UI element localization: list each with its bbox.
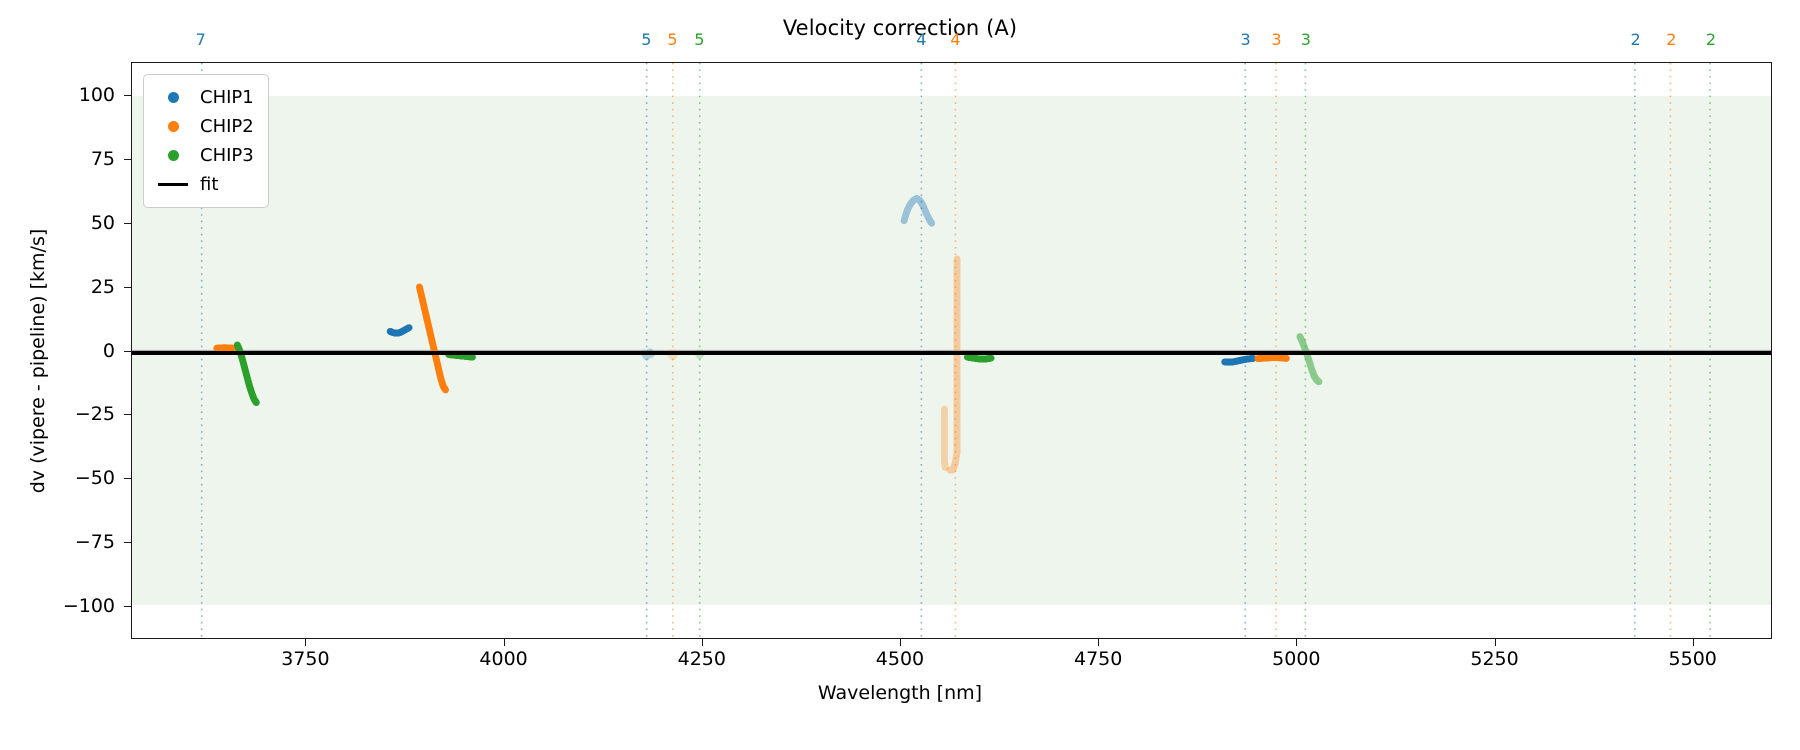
- x-tick-label: 4500: [875, 648, 925, 670]
- y-tick-label: −50: [74, 467, 115, 490]
- data-segment-chip2-5: [1254, 354, 1290, 363]
- legend-dot-icon: [154, 150, 192, 161]
- x-tick-label: 4750: [1073, 648, 1123, 670]
- x-tick-label: 4250: [677, 648, 726, 670]
- x-tick-label: 5000: [1272, 648, 1321, 670]
- y-tick-mark: [124, 478, 131, 480]
- x-tick-mark: [1692, 639, 1694, 646]
- y-tick-label: −75: [74, 530, 115, 553]
- x-tick-mark: [899, 639, 901, 646]
- x-tick-mark: [305, 639, 307, 646]
- legend-label: fit: [200, 174, 219, 195]
- order-number-label: 4: [950, 30, 961, 49]
- order-number-label: 3: [1300, 30, 1311, 49]
- order-number-label: 7: [195, 30, 206, 49]
- order-number-label: 5: [641, 30, 652, 49]
- data-segment-chip2-1: [416, 283, 449, 394]
- x-tick-mark: [701, 639, 703, 646]
- x-axis-label: Wavelength [nm]: [817, 682, 983, 704]
- y-tick-label: −100: [62, 594, 115, 617]
- legend-item-chip3[interactable]: CHIP3: [154, 141, 254, 170]
- y-tick-mark: [124, 286, 131, 288]
- data-segment-chip3-0: [233, 341, 260, 407]
- y-tick-mark: [124, 350, 131, 352]
- data-segment-chip1-2: [900, 194, 936, 227]
- y-tick-label: −25: [74, 403, 115, 426]
- legend-item-chip1[interactable]: CHIP1: [154, 83, 254, 112]
- y-tick-label: 50: [90, 211, 115, 234]
- page-title: Velocity correction (A): [782, 16, 1018, 40]
- order-number-label: 3: [1271, 30, 1282, 49]
- data-segment-chip2-0: [213, 344, 240, 352]
- x-tick-mark: [1494, 639, 1496, 646]
- legend-label: CHIP3: [200, 145, 254, 166]
- order-number-label: 5: [667, 30, 678, 49]
- plot-axes: [131, 62, 1772, 639]
- data-segment-chip3-3: [963, 353, 995, 363]
- x-tick-label: 4000: [479, 648, 528, 670]
- order-number-label: 2: [1705, 30, 1717, 49]
- x-tick-mark: [1296, 639, 1298, 646]
- legend-label: CHIP2: [200, 116, 254, 137]
- y-tick-label: 0: [102, 339, 115, 362]
- legend-item-chip2[interactable]: CHIP2: [154, 112, 254, 141]
- x-tick-mark: [503, 639, 505, 646]
- y-tick-mark: [124, 95, 131, 97]
- legend[interactable]: CHIP1 CHIP2 CHIP3 fit: [143, 74, 269, 208]
- data-segment-chip1-1: [386, 324, 413, 337]
- legend-dot-icon: [154, 121, 192, 132]
- y-tick-label: 100: [78, 84, 115, 107]
- legend-item-fit[interactable]: fit: [154, 170, 254, 199]
- order-number-label: 2: [1666, 30, 1677, 49]
- data-segment-chip2-4: [940, 405, 949, 471]
- y-axis-label: dv (vipere - pipeline) [km/s]: [27, 228, 49, 494]
- y-tick-label: 75: [90, 148, 115, 171]
- order-number-label: 2: [1630, 30, 1641, 49]
- y-tick-mark: [124, 222, 131, 224]
- legend-dot-icon: [154, 92, 192, 103]
- x-tick-label: 5500: [1668, 648, 1717, 670]
- y-tick-mark: [124, 541, 131, 543]
- x-tick-label: 5250: [1470, 648, 1519, 670]
- data-segment-chip1-3: [1221, 354, 1257, 366]
- y-tick-mark: [124, 414, 131, 416]
- order-number-label: 4: [916, 30, 927, 49]
- order-number-label: 3: [1240, 30, 1251, 49]
- legend-line-icon: [154, 183, 192, 186]
- y-tick-mark: [124, 159, 131, 161]
- plot-data-layer: [132, 63, 1771, 638]
- legend-label: CHIP1: [200, 87, 254, 108]
- y-tick-mark: [124, 605, 131, 607]
- order-number-label: 5: [694, 30, 705, 49]
- y-tick-label: 25: [90, 275, 115, 298]
- x-tick-mark: [1098, 639, 1100, 646]
- x-tick-label: 3750: [281, 648, 330, 670]
